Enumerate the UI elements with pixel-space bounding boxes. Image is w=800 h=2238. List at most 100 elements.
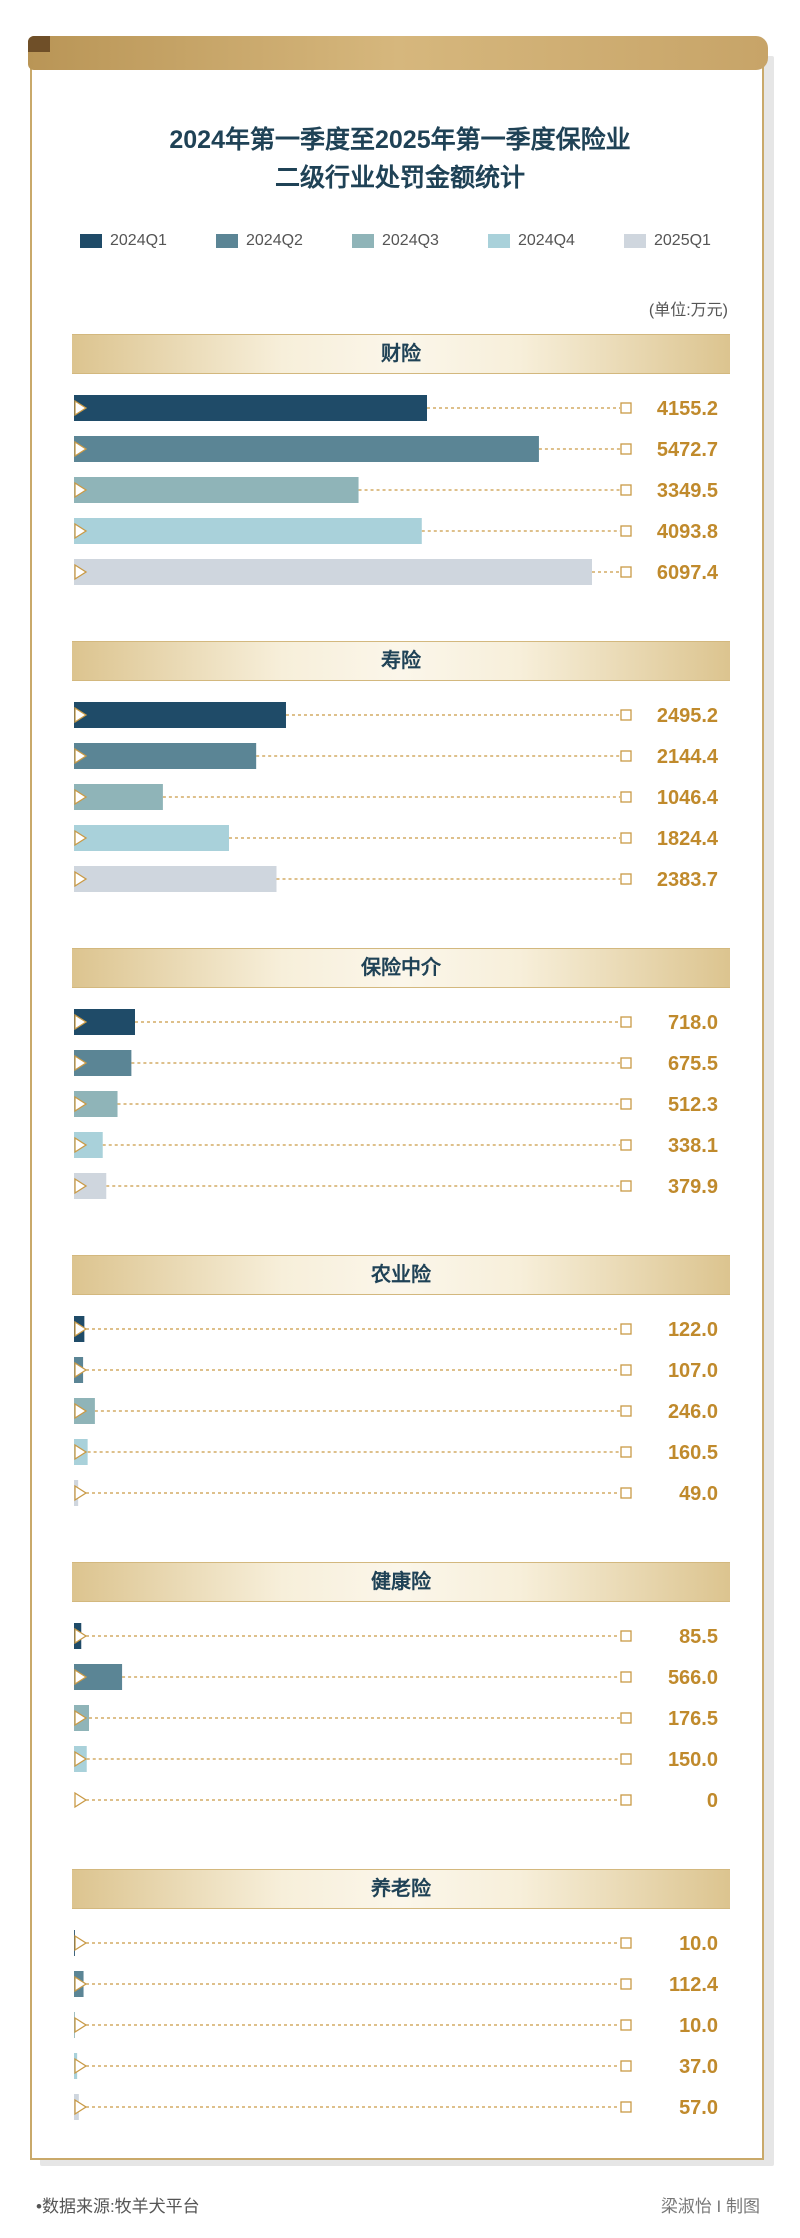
legend-swatch — [216, 234, 238, 248]
bar-marker — [74, 1013, 88, 1031]
data-label: 49.0 — [679, 1483, 718, 1505]
bar-marker — [74, 1484, 88, 1502]
category-band — [72, 641, 730, 681]
category-label: 农业险 — [371, 1264, 431, 1286]
bar-marker — [74, 747, 88, 765]
bar-marker — [74, 1136, 88, 1154]
data-label: 675.5 — [668, 1053, 718, 1075]
bar-marker — [74, 1402, 88, 1420]
bar — [74, 825, 229, 851]
data-label: 2383.7 — [657, 869, 718, 891]
data-label: 1046.4 — [657, 787, 719, 809]
legend-swatch — [624, 234, 646, 248]
legend-swatch — [352, 234, 374, 248]
legend-label: 2024Q4 — [518, 232, 575, 249]
leader-end-marker — [620, 791, 632, 803]
leader-end-marker — [620, 443, 632, 455]
data-label: 5472.7 — [657, 439, 718, 461]
category-band — [72, 1562, 730, 1602]
leader-end-marker — [620, 1794, 632, 1806]
bar — [74, 518, 422, 544]
legend-item-2024q1: 2024Q1 — [80, 232, 167, 250]
data-label: 176.5 — [668, 1708, 718, 1730]
chart-title-line2: 二级行业处罚金额统计 — [274, 164, 525, 192]
bar-marker — [74, 1054, 88, 1072]
legend: 2024Q1 2024Q2 2024Q3 2024Q4 2025Q1 — [0, 232, 800, 256]
data-label: 122.0 — [668, 1319, 718, 1341]
bar — [74, 784, 163, 810]
category-label: 寿险 — [381, 650, 421, 672]
data-label: 85.5 — [679, 1626, 718, 1648]
leader-end-marker — [620, 2101, 632, 2113]
leader-end-marker — [620, 1364, 632, 1376]
leader-end-marker — [620, 1098, 632, 1110]
leader-end-marker — [620, 1057, 632, 1069]
bar-marker — [74, 2016, 88, 2034]
data-label: 37.0 — [679, 2056, 718, 2078]
bar-marker — [74, 829, 88, 847]
bar-marker — [74, 706, 88, 724]
data-label: 379.9 — [668, 1176, 718, 1198]
chart-title-line1: 2024年第一季度至2025年第一季度保险业 — [169, 126, 631, 154]
bar-marker — [74, 399, 88, 417]
category-label: 养老险 — [371, 1878, 431, 1900]
legend-item-2025q1: 2025Q1 — [624, 232, 711, 250]
data-source: •数据来源:牧羊犬平台 — [36, 2197, 200, 2216]
legend-swatch — [80, 234, 102, 248]
bar — [74, 559, 592, 585]
legend-label: 2024Q3 — [382, 232, 439, 249]
ribbon-cap — [28, 36, 50, 52]
leader-end-marker — [620, 2060, 632, 2072]
leader-end-marker — [620, 1753, 632, 1765]
bar-marker — [74, 1443, 88, 1461]
bar — [74, 702, 286, 728]
bar-marker — [74, 563, 88, 581]
leader-end-marker — [620, 1487, 632, 1499]
bar-marker — [74, 870, 88, 888]
bar-marker — [74, 1934, 88, 1952]
data-label: 112.4 — [669, 1974, 719, 1996]
bar-marker — [74, 1668, 88, 1686]
data-label: 4093.8 — [657, 521, 718, 543]
data-label: 0 — [707, 1790, 718, 1812]
category-band — [72, 1255, 730, 1295]
leader-end-marker — [620, 1446, 632, 1458]
leader-end-marker — [620, 1016, 632, 1028]
data-label: 2495.2 — [657, 705, 718, 727]
leader-end-marker — [620, 1405, 632, 1417]
legend-label: 2025Q1 — [654, 232, 711, 249]
bar-marker — [74, 1627, 88, 1645]
bar-marker — [74, 522, 88, 540]
data-label: 160.5 — [668, 1442, 718, 1464]
leader-end-marker — [620, 1978, 632, 1990]
bar-marker — [74, 788, 88, 806]
category-band — [72, 948, 730, 988]
bar-marker — [74, 481, 88, 499]
category-band — [72, 334, 730, 374]
data-label: 6097.4 — [657, 562, 719, 584]
bar-marker — [74, 1177, 88, 1195]
leader-end-marker — [620, 1937, 632, 1949]
data-label: 566.0 — [668, 1667, 718, 1689]
leader-end-marker — [620, 750, 632, 762]
legend-label: 2024Q1 — [110, 232, 167, 249]
data-label: 3349.5 — [657, 480, 718, 502]
leader-end-marker — [620, 1630, 632, 1642]
legend-item-2024q4: 2024Q4 — [488, 232, 575, 250]
bar-marker — [74, 1709, 88, 1727]
chart-credit: 梁淑怡 I 制图 — [660, 2197, 760, 2216]
leader-end-marker — [620, 1323, 632, 1335]
data-label: 338.1 — [668, 1135, 718, 1157]
legend-label: 2024Q2 — [246, 232, 303, 249]
data-label: 4155.2 — [657, 398, 718, 420]
data-label: 150.0 — [668, 1749, 718, 1771]
bar-marker — [74, 1791, 88, 1809]
unit-label: (单位:万元) — [648, 302, 728, 319]
data-label: 718.0 — [668, 1012, 718, 1034]
category-label: 保险中介 — [361, 957, 441, 979]
bar-marker — [74, 2098, 88, 2116]
data-label: 107.0 — [668, 1360, 718, 1382]
data-label: 246.0 — [668, 1401, 718, 1423]
bar-marker — [74, 1975, 88, 1993]
